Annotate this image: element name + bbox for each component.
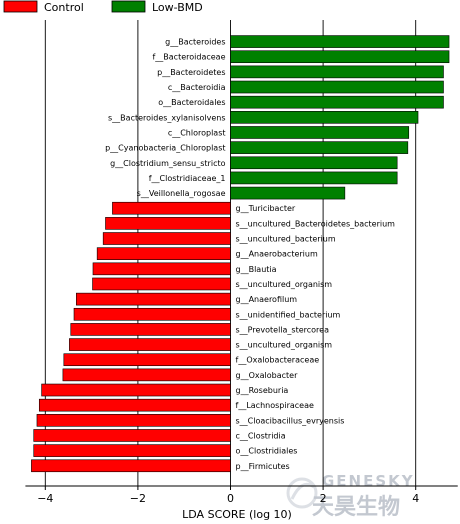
bar-label-20: s__uncultured_organism <box>236 341 333 350</box>
x-axis-title: LDA SCORE (log 10) <box>182 508 292 521</box>
bar-label-1: f__Bacteroidaceae <box>152 53 225 62</box>
bar-24 <box>38 398 231 412</box>
x-tick-label-3: 2 <box>320 492 327 505</box>
bar-6 <box>230 126 410 139</box>
bar-label-18: s__unidentified_bacterium <box>236 310 341 319</box>
bar-label-21: f__Oxalobacteraceae <box>236 356 320 365</box>
bar-label-5: s__Bacteroides_xylanisolvens <box>108 113 225 122</box>
bar-label-16: s__uncultured_organism <box>236 280 333 289</box>
bar-22 <box>62 368 231 382</box>
x-tick-label-2: 0 <box>227 492 234 505</box>
bar-12 <box>105 217 231 230</box>
bar-27 <box>33 444 231 457</box>
bar-label-19: s__Prevotella_stercorea <box>236 325 330 334</box>
bar-labels: g__Bacteroides f__Bacteroidaceae p__Bacter… <box>105 38 395 471</box>
legend-label-control: Control <box>44 1 84 14</box>
bar-28 <box>31 459 231 473</box>
legend-label-low-bmd: Low-BMD <box>152 1 203 14</box>
bar-21 <box>63 353 231 367</box>
bar-15 <box>92 262 231 276</box>
bar-label-17: g__Anaerofilum <box>236 295 298 304</box>
bar-1 <box>230 50 450 64</box>
bars <box>31 35 450 473</box>
bar-5 <box>230 111 419 124</box>
x-tick-label-1: −2 <box>130 492 146 505</box>
bar-label-14: g__Anaerobacterium <box>236 250 318 259</box>
x-tick-label-4: 4 <box>412 492 419 505</box>
bar-label-8: g__Clostridium_sensu_stricto <box>110 159 226 168</box>
bar-9 <box>230 171 398 185</box>
bar-17 <box>76 292 231 306</box>
legend-swatch-low-bmd <box>111 0 146 13</box>
bar-14 <box>96 247 231 260</box>
legend: Control Low-BMD <box>3 0 203 14</box>
bar-label-28: p__Firmicutes <box>236 462 290 471</box>
bar-label-26: c__Clostridia <box>236 431 286 440</box>
bar-label-7: p__Cyanobacteria_Chloroplast <box>105 144 225 153</box>
x-tick-label-0: −4 <box>37 492 53 505</box>
bar-label-3: c__Bacteroidia <box>168 83 226 92</box>
bar-label-9: f__Clostridiaceae_1 <box>149 174 226 183</box>
bar-23 <box>41 383 231 397</box>
bar-label-15: g__Blautia <box>236 265 277 274</box>
bar-2 <box>230 65 444 79</box>
bar-26 <box>33 429 231 442</box>
bar-13 <box>102 232 231 245</box>
bar-label-12: s__uncultured_Bacteroidetes_bacterium <box>236 219 396 228</box>
bar-16 <box>92 277 231 291</box>
bar-label-13: s__uncultured_bacterium <box>236 235 336 244</box>
bar-label-6: c__Chloroplast <box>168 128 226 137</box>
bar-3 <box>230 80 444 94</box>
bar-label-4: o__Bacteroidales <box>158 98 225 107</box>
x-axis: −4 −2 0 2 4 <box>25 485 458 505</box>
bar-18 <box>73 307 231 321</box>
bar-10 <box>230 186 346 200</box>
bar-19 <box>70 323 231 336</box>
bar-11 <box>112 201 231 215</box>
watermark-brand-en: GENESKY <box>322 472 415 490</box>
bar-label-23: g__Roseburia <box>236 386 289 395</box>
bar-label-0: g__Bacteroides <box>165 38 225 47</box>
watermark-brand-cn: 天昊生物 <box>312 494 400 520</box>
watermark: GENESKY 天昊生物 <box>286 472 415 520</box>
bar-label-22: g__Oxalobacter <box>236 371 299 380</box>
bar-7 <box>230 141 409 154</box>
bar-label-27: o__Clostridiales <box>236 447 298 456</box>
bar-label-25: s__Cloacibacillus_evryensis <box>236 416 345 425</box>
bar-25 <box>36 414 231 427</box>
bar-label-11: g__Turicibacter <box>236 204 296 213</box>
bar-4 <box>230 95 444 109</box>
bar-20 <box>69 338 231 351</box>
bar-8 <box>230 156 398 170</box>
bar-label-24: f__Lachnospiraceae <box>236 401 314 410</box>
bar-0 <box>230 35 450 48</box>
bar-label-10: s__Veillonella_rogosae <box>137 189 226 198</box>
bar-label-2: p__Bacteroidetes <box>157 68 225 77</box>
legend-swatch-control <box>3 0 38 13</box>
